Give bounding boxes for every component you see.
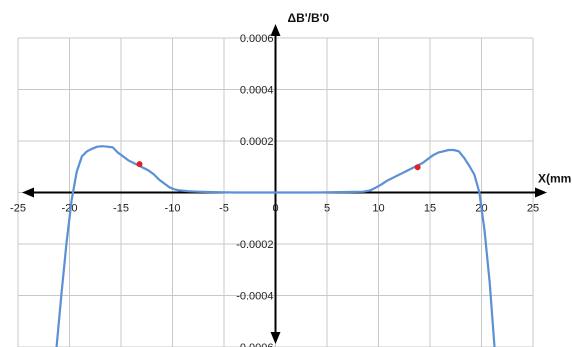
x-axis-arrow-right (535, 187, 547, 198)
x-tick-label: -25 (10, 203, 26, 215)
x-axis-arrow-left (22, 187, 34, 198)
y-tick-label: 0.0002 (240, 136, 274, 148)
y-tick-label: -0.0006 (236, 342, 273, 347)
x-tick-label: -15 (113, 203, 129, 215)
x-tick-label: -20 (62, 203, 78, 215)
x-tick-label: 5 (324, 203, 330, 215)
x-tick-label: 0 (272, 203, 278, 215)
x-axis-title: X(mm (538, 172, 571, 186)
x-tick-label: 10 (372, 203, 384, 215)
y-axis-title: ΔB'/B'0 (288, 11, 330, 25)
y-tick-labels: -0.0006 -0.0004 -0.0002 0.0002 0.0004 0.0006 (236, 33, 273, 347)
y-axis-arrow-bottom (270, 332, 281, 344)
markers (136, 161, 421, 171)
y-tick-label: -0.0002 (236, 239, 273, 251)
x-tick-label: 15 (424, 203, 436, 215)
series (55, 145, 496, 347)
data-marker-0 (136, 161, 143, 168)
y-tick-label: 0.0006 (240, 33, 274, 45)
y-axis-arrow-top (270, 24, 281, 36)
y-tick-label: 0.0004 (240, 85, 274, 97)
x-tick-label: 25 (527, 203, 539, 215)
x-tick-label: -10 (165, 203, 181, 215)
series-line-0 (55, 145, 496, 347)
y-tick-label: -0.0004 (236, 291, 273, 303)
x-tick-label: -5 (219, 203, 229, 215)
x-tick-labels: -25 -20 -15 -10 -5 0 5 10 15 20 25 (10, 203, 539, 215)
data-marker-1 (414, 164, 421, 171)
